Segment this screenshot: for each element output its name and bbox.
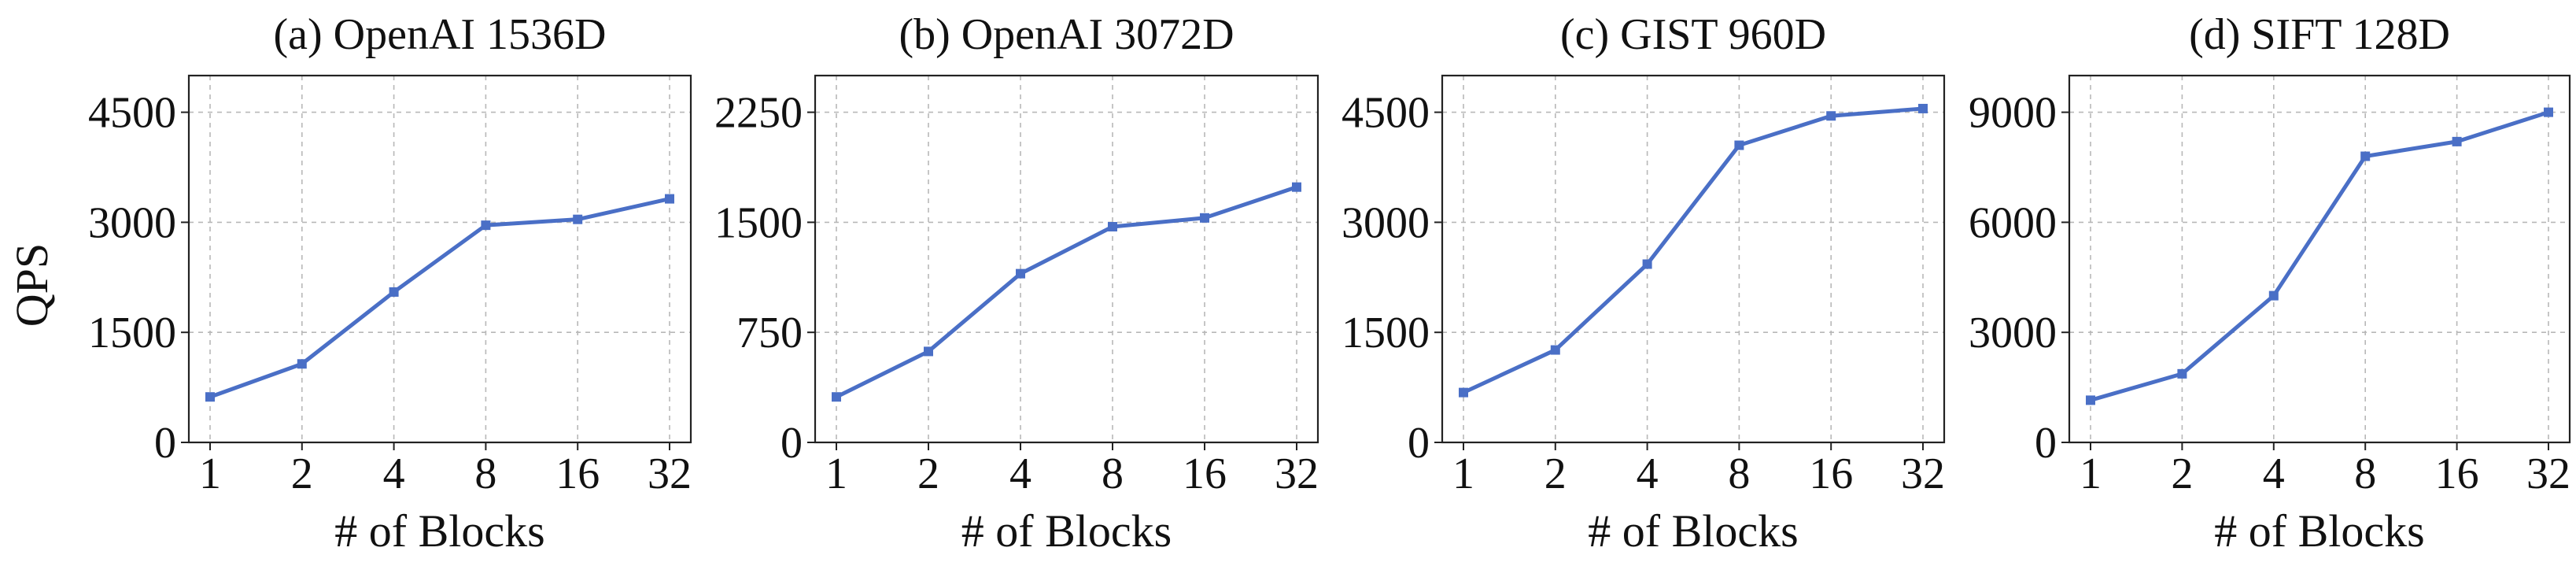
shared-y-axis-label: QPS	[6, 243, 57, 327]
x-axis-label: # of Blocks	[334, 505, 544, 557]
panel-title: (b) OpenAI 3072D	[899, 10, 1234, 59]
y-tick-label: 0	[1408, 419, 1430, 468]
data-point	[2452, 136, 2462, 146]
data-point	[389, 287, 399, 297]
y-tick-label: 0	[154, 419, 176, 468]
x-tick-label: 32	[648, 449, 692, 498]
y-tick-label: 0	[781, 419, 803, 468]
panel-title: (c) GIST 960D	[1560, 10, 1826, 59]
data-point	[665, 194, 674, 204]
y-tick-label: 1500	[714, 198, 803, 247]
y-tick-label: 3000	[1342, 198, 1430, 247]
x-tick-label: 16	[2435, 449, 2479, 498]
x-tick-label: 1	[825, 449, 847, 498]
data-point	[2177, 368, 2187, 379]
y-tick-label: 2250	[714, 89, 803, 138]
plot-frame	[814, 74, 1319, 444]
y-tick-label: 3000	[88, 198, 176, 247]
x-tick-label: 32	[2526, 449, 2570, 498]
data-point	[1016, 268, 1025, 279]
data-point	[1459, 387, 1468, 398]
x-tick-label: 4	[1637, 449, 1659, 498]
series-line	[208, 197, 672, 399]
panel-title: (a) OpenAI 1536D	[274, 10, 607, 59]
y-tick-label: 9000	[1969, 89, 2057, 138]
data-point	[573, 214, 583, 224]
plot-frame	[2068, 74, 2571, 444]
data-point	[1826, 111, 1836, 121]
x-tick-label: 8	[1728, 449, 1750, 498]
y-tick-label: 0	[2035, 419, 2057, 468]
x-tick-label: 1	[1452, 449, 1474, 498]
y-tick-label: 6000	[1969, 198, 2057, 247]
chart-panel-3: 0 1500 3000 4500 1 2 4 8 16 32 (c) GIST 960D # of B…	[1342, 10, 1946, 557]
x-tick-label: 16	[555, 449, 600, 498]
series-line	[834, 185, 1299, 399]
x-tick-label: 32	[1275, 449, 1319, 498]
x-tick-label: 1	[199, 449, 221, 498]
data-point	[1642, 259, 1652, 269]
y-tick-label: 750	[736, 309, 803, 357]
data-point	[297, 359, 307, 369]
x-tick-label: 4	[1009, 449, 1032, 498]
series-line	[1461, 106, 1925, 395]
y-tick-label: 1500	[1342, 309, 1430, 357]
chart-panel-4: 0 3000 6000 9000 1 2 4 8 16 32 (d) SIFT 128D # of B…	[1969, 10, 2571, 557]
y-tick-label: 3000	[1969, 309, 2057, 357]
data-point	[481, 220, 491, 231]
y-tick-label: 4500	[88, 89, 176, 138]
series-line	[2088, 110, 2551, 402]
data-point	[832, 392, 841, 402]
x-tick-label: 8	[474, 449, 496, 498]
x-tick-label: 8	[2354, 449, 2376, 498]
data-point	[2544, 107, 2553, 117]
y-tick-label: 1500	[88, 309, 176, 357]
x-tick-label: 16	[1183, 449, 1227, 498]
x-tick-label: 32	[1901, 449, 1945, 498]
data-point	[205, 392, 215, 402]
data-point	[1292, 182, 1301, 192]
x-axis-label: # of Blocks	[2214, 505, 2424, 557]
data-point	[1918, 103, 1928, 113]
x-tick-label: 16	[1809, 449, 1853, 498]
plot-frame	[187, 74, 692, 444]
x-axis-label: # of Blocks	[961, 505, 1172, 557]
x-tick-label: 2	[2171, 449, 2193, 498]
x-tick-label: 2	[917, 449, 939, 498]
data-point	[924, 346, 933, 357]
plot-frame	[1441, 74, 1946, 444]
x-tick-label: 2	[1544, 449, 1567, 498]
data-point	[1108, 221, 1117, 231]
x-axis-label: # of Blocks	[1588, 505, 1798, 557]
data-point	[2268, 290, 2279, 301]
chart-panel-2: 0 750 1500 2250 1 2 4 8 16 32 (b) OpenAI 3072D # of…	[714, 10, 1319, 557]
panel-title: (d) SIFT 128D	[2189, 10, 2450, 59]
x-tick-label: 4	[383, 449, 405, 498]
x-tick-label: 2	[291, 449, 313, 498]
data-point	[2360, 151, 2371, 161]
x-tick-label: 4	[2263, 449, 2285, 498]
x-tick-label: 8	[1102, 449, 1124, 498]
data-point	[2086, 395, 2095, 405]
chart-panel-1: 0 1500 3000 4500 1 2 4 8 16 32 (a) OpenAI 1536D # o…	[88, 10, 692, 557]
data-point	[1734, 140, 1744, 150]
y-tick-label: 4500	[1342, 89, 1430, 138]
x-tick-label: 1	[2080, 449, 2102, 498]
data-point	[1200, 213, 1209, 223]
data-point	[1550, 345, 1560, 355]
